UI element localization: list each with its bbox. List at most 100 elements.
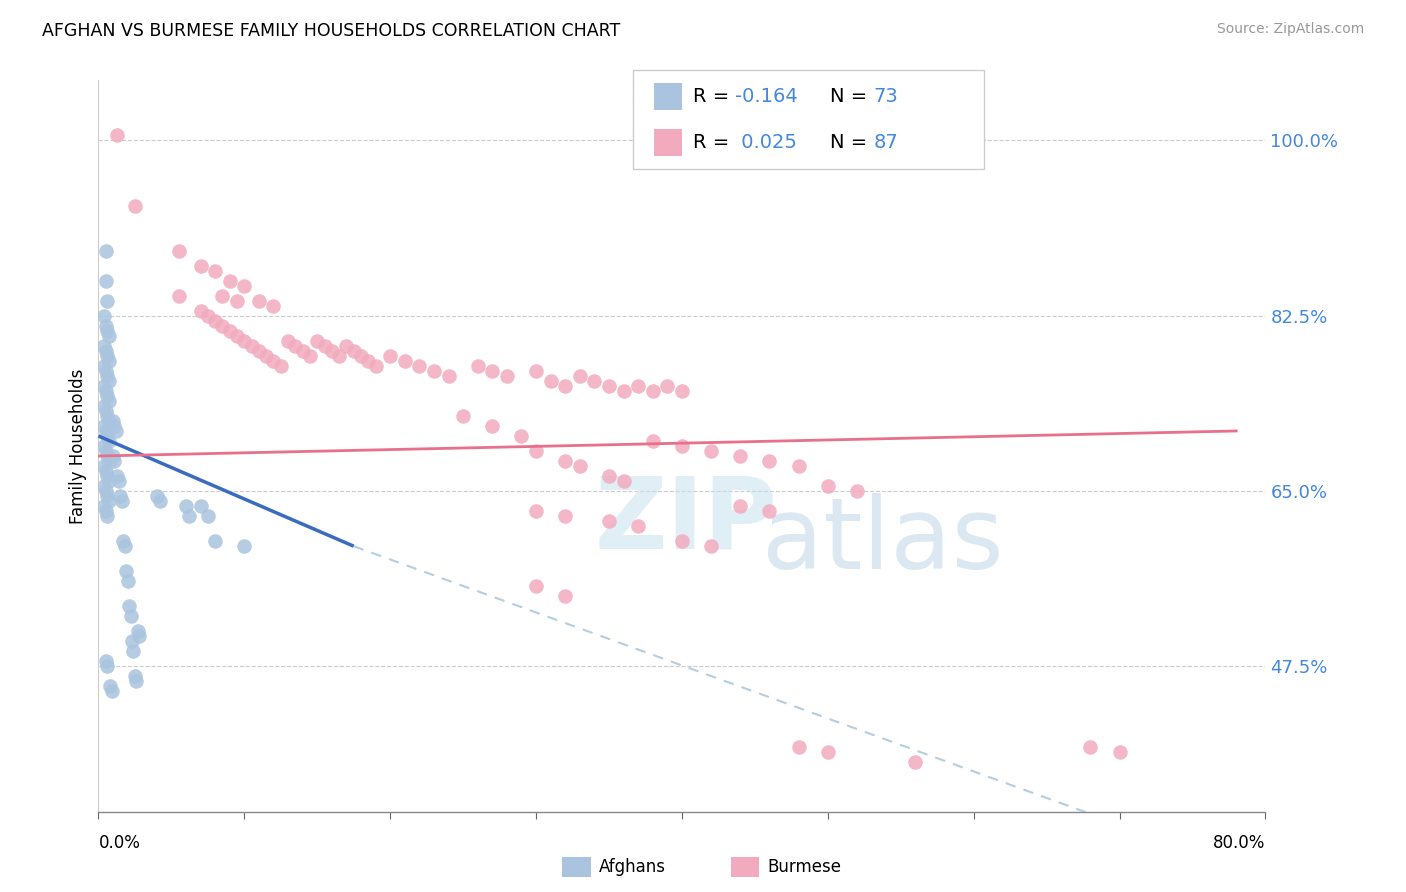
Point: [105, 469, 128, 483]
Point: [101, 449, 124, 463]
Point: [97, 434, 120, 448]
Point: [314, 339, 336, 353]
Point: [96, 324, 118, 338]
Point: [128, 629, 150, 643]
Point: [174, 499, 197, 513]
Point: [247, 293, 270, 308]
Point: [94, 655, 117, 669]
Point: [467, 359, 489, 373]
Point: [97, 454, 120, 468]
Point: [117, 574, 139, 589]
Point: [817, 479, 839, 493]
Point: [167, 244, 190, 258]
Text: 87: 87: [873, 133, 898, 152]
Point: [96, 409, 118, 423]
Point: [321, 343, 343, 358]
Point: [93, 458, 115, 473]
Point: [96, 509, 118, 524]
Point: [612, 384, 634, 398]
Point: [226, 328, 249, 343]
Point: [94, 343, 117, 358]
Text: Source: ZipAtlas.com: Source: ZipAtlas.com: [1216, 22, 1364, 37]
Point: [94, 364, 117, 378]
Point: [554, 379, 576, 393]
Point: [758, 454, 780, 468]
Point: [97, 374, 120, 388]
Point: [350, 349, 373, 363]
Point: [671, 384, 693, 398]
Point: [97, 354, 120, 368]
Point: [96, 368, 118, 383]
Point: [481, 364, 503, 378]
Point: [211, 318, 233, 333]
Point: [94, 424, 117, 438]
Text: -0.164: -0.164: [735, 87, 799, 106]
Point: [226, 293, 249, 308]
Point: [787, 739, 810, 754]
Point: [657, 379, 679, 393]
Point: [93, 339, 115, 353]
Point: [481, 419, 503, 434]
Point: [262, 354, 284, 368]
Point: [408, 359, 430, 373]
Point: [583, 374, 606, 388]
Text: ZIP: ZIP: [595, 473, 778, 570]
Point: [97, 414, 120, 428]
Point: [124, 198, 146, 212]
Point: [146, 489, 169, 503]
Point: [190, 259, 212, 273]
Point: [598, 514, 620, 528]
Point: [218, 324, 240, 338]
Point: [96, 469, 118, 483]
Point: [108, 474, 131, 488]
Point: [93, 359, 115, 373]
Point: [394, 354, 416, 368]
Point: [218, 274, 240, 288]
Point: [700, 444, 723, 458]
Point: [197, 309, 219, 323]
Point: [97, 393, 120, 408]
Point: [204, 263, 226, 277]
Point: [167, 289, 190, 303]
Point: [124, 669, 146, 683]
Point: [96, 449, 118, 463]
Point: [380, 349, 402, 363]
Point: [149, 494, 172, 508]
Text: 73: 73: [873, 87, 898, 106]
Point: [93, 379, 115, 393]
Point: [284, 339, 307, 353]
Point: [554, 454, 576, 468]
Point: [233, 539, 256, 553]
Point: [127, 624, 149, 639]
Point: [96, 293, 118, 308]
Point: [671, 534, 693, 549]
Text: 0.0%: 0.0%: [98, 834, 141, 852]
Point: [1080, 739, 1102, 754]
Point: [97, 328, 120, 343]
Point: [121, 634, 143, 648]
Point: [122, 644, 145, 658]
Point: [598, 469, 620, 483]
Point: [524, 444, 547, 458]
Point: [758, 504, 780, 518]
Point: [118, 599, 141, 614]
Point: [94, 384, 117, 398]
Point: [97, 474, 120, 488]
Point: [540, 374, 562, 388]
Point: [94, 318, 117, 333]
Point: [554, 509, 576, 524]
Point: [270, 359, 292, 373]
Point: [437, 368, 460, 383]
Point: [904, 755, 927, 769]
Text: N =: N =: [830, 133, 873, 152]
Point: [568, 458, 591, 473]
Point: [787, 458, 810, 473]
Point: [524, 579, 547, 593]
Point: [240, 339, 263, 353]
Point: [96, 349, 118, 363]
Point: [568, 368, 591, 383]
Point: [101, 414, 124, 428]
Point: [190, 303, 212, 318]
Point: [364, 359, 387, 373]
Point: [641, 434, 664, 448]
